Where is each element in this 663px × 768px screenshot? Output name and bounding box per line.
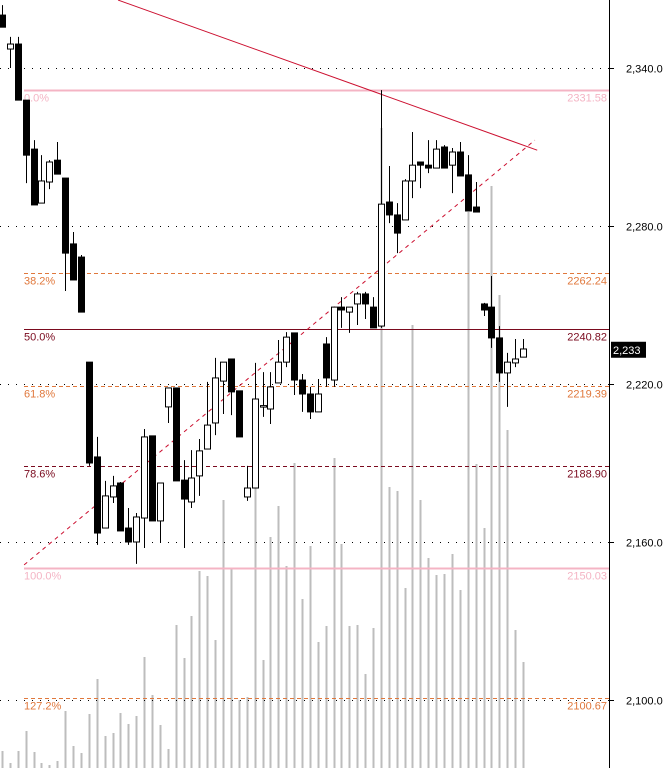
candle-down: [307, 393, 314, 413]
candle-down: [54, 159, 61, 175]
candle-up: [449, 151, 456, 166]
candle-up: [7, 43, 14, 50]
candle-up: [165, 387, 172, 408]
fib-value-label: 2219.39: [567, 389, 607, 401]
candle-down: [394, 214, 401, 234]
candle-down: [457, 151, 464, 177]
candle-up: [157, 482, 164, 522]
fib-ratio-label: 61.8%: [24, 389, 55, 401]
candle-down: [94, 456, 101, 534]
candle-down: [0, 14, 6, 28]
fib-ratio-label: 50.0%: [24, 332, 55, 344]
candle-down: [23, 99, 30, 156]
candle-down: [31, 148, 38, 206]
fib-trendline: [23, 139, 536, 566]
candle-up: [141, 436, 148, 519]
candle-down: [496, 337, 503, 374]
candle-down: [78, 256, 85, 313]
candle-up: [331, 306, 338, 381]
candle-up: [504, 361, 511, 374]
candle-down: [465, 174, 472, 212]
candle-down: [86, 361, 93, 464]
candle-down: [425, 164, 432, 169]
candle-up: [133, 516, 140, 543]
candle-down: [473, 206, 480, 213]
candle-up: [409, 164, 416, 182]
fib-value-label: 2240.82: [567, 332, 607, 344]
candle-up: [354, 293, 361, 305]
candle-down: [125, 527, 132, 543]
candle-down: [362, 293, 369, 305]
candle-up: [267, 386, 274, 410]
candle-up: [283, 336, 290, 363]
candle-down: [117, 482, 124, 532]
candle-up: [102, 495, 109, 529]
candle-up: [38, 180, 45, 204]
candle-down: [338, 306, 345, 311]
y-tick-label: 2,160.0: [626, 538, 663, 550]
resistance-trendline: [117, 0, 538, 151]
candle-up: [520, 348, 527, 358]
y-tick-label: 2,100.0: [626, 696, 663, 708]
fib-value-label: 2331.58: [567, 93, 607, 105]
y-tick-label: 2,280.0: [626, 222, 663, 234]
candle-up: [220, 361, 227, 382]
fib-value-label: 2100.67: [567, 701, 607, 713]
fib-ratio-label: 127.2%: [24, 701, 62, 713]
candle-up: [433, 148, 440, 169]
candle-up: [46, 161, 53, 183]
candle-up: [346, 306, 353, 313]
fib-ratio-label: 38.2%: [24, 276, 55, 288]
y-tick-label: 2,340.0: [626, 64, 663, 76]
last-price-label: 2,233: [613, 345, 641, 357]
candle-up: [378, 203, 385, 327]
candle-down: [62, 177, 69, 254]
fib-ratio-label: 100.0%: [24, 571, 62, 583]
candle-up: [315, 393, 322, 413]
candle-down: [173, 387, 180, 482]
fib-value-label: 2262.24: [567, 276, 607, 288]
candle-up: [110, 485, 117, 498]
candle-up: [188, 477, 195, 503]
last-price-badge: [611, 341, 646, 358]
fib-value-label: 2150.03: [567, 571, 607, 583]
candle-up: [260, 405, 267, 408]
y-tick-label: 2,220.0: [626, 380, 663, 392]
candle-down: [181, 479, 188, 500]
fib-ratio-label: 0.0%: [24, 93, 49, 105]
candle-up: [204, 424, 211, 450]
candle-down: [488, 306, 495, 339]
candle-down: [70, 243, 77, 281]
candle-down: [236, 390, 243, 438]
candle-up: [402, 180, 409, 221]
candle-down: [481, 303, 488, 311]
candle-up: [196, 450, 203, 477]
candle-up: [275, 361, 282, 384]
candle-down: [323, 343, 330, 379]
candle-down: [370, 306, 377, 329]
candle-down: [417, 161, 424, 166]
candle-down: [291, 332, 298, 381]
candle-down: [441, 146, 448, 169]
fib-value-label: 2188.90: [567, 469, 607, 481]
candle-down: [228, 358, 235, 393]
candle-up: [512, 358, 519, 364]
fib-ratio-label: 78.6%: [24, 469, 55, 481]
candle-down: [299, 379, 306, 395]
candle-up: [252, 398, 259, 489]
candle-up: [244, 487, 251, 498]
candle-up: [212, 377, 219, 424]
candle-down: [386, 201, 393, 216]
candle-down: [15, 43, 22, 101]
candle-down: [149, 435, 156, 522]
